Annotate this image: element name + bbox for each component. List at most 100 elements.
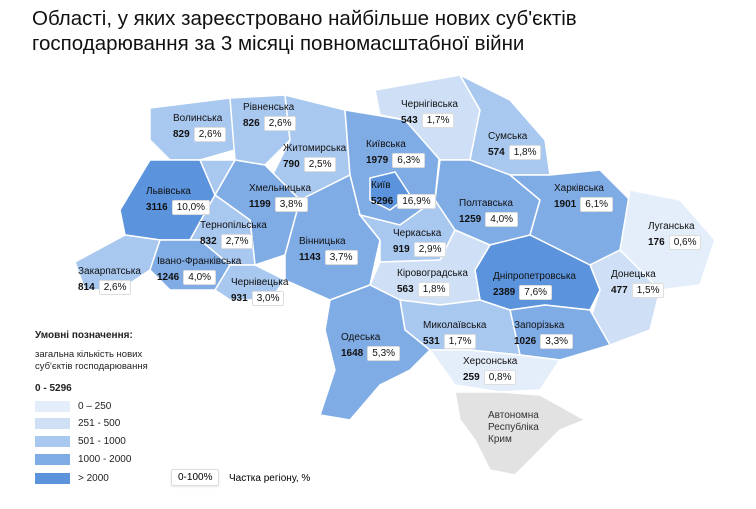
region-share: 5,3% — [367, 346, 401, 361]
legend-swatch-0 — [35, 401, 70, 412]
region-share: 7,6% — [519, 285, 553, 300]
legend: Умовні позначення: загальна кількість но… — [35, 330, 170, 394]
region-label: Донецька 477 1,5% — [611, 269, 665, 298]
region-name: Тернопільська — [200, 220, 267, 231]
region-name: Волинська — [173, 113, 223, 124]
region-name: Херсонська — [463, 356, 518, 367]
region-name: Житомирська — [283, 143, 347, 154]
region-share: 3,8% — [274, 197, 308, 212]
region-name: Закарпатська — [78, 266, 141, 277]
region-share: 1,8% — [508, 145, 542, 160]
region-value: 829 — [173, 129, 190, 140]
region-name: Івано-Франківська — [157, 256, 242, 267]
region-name: Черкаська — [393, 228, 442, 239]
region-label: Черкаська 919 2,9% — [393, 228, 447, 257]
region-value: 1199 — [249, 199, 271, 210]
region-label: Вінницька 1143 3,7% — [299, 236, 358, 265]
region-share: 0,8% — [483, 370, 517, 385]
legend-subtitle: загальна кількість нових суб'єктів госпо… — [35, 349, 148, 372]
legend-swatch-2 — [35, 436, 70, 447]
region-share: 2,7% — [220, 234, 254, 249]
region-label: Запорізька 1026 3,3% — [514, 320, 574, 349]
region-name: Львівська — [146, 186, 191, 197]
region-label: Львівська 3116 10,0% — [146, 186, 211, 215]
region-label: Київська 1979 6,3% — [366, 139, 426, 168]
region-share: 6,1% — [580, 197, 614, 212]
region-value: 826 — [243, 118, 260, 129]
region-name: Миколаївська — [423, 320, 487, 331]
region-share: 2,6% — [98, 280, 132, 295]
region-label: Луганська 176 0,6% — [648, 221, 702, 250]
region-value: 1648 — [341, 348, 364, 359]
legend-swatch-1 — [35, 418, 70, 429]
region-share: 3,0% — [251, 291, 285, 306]
region-name: Кіровоградська — [397, 268, 468, 279]
region-value: 832 — [200, 236, 217, 247]
region-share: 6,3% — [392, 153, 426, 168]
region-value: 1979 — [366, 155, 389, 166]
region-label: Полтавська 1259 4,0% — [459, 198, 519, 227]
region-value: 2389 — [493, 287, 516, 298]
region-share: 16,9% — [397, 194, 436, 209]
region-value: 1901 — [554, 199, 577, 210]
share-label: Частка регіону, % — [229, 473, 311, 484]
region-label: Чернігівська 543 1,7% — [401, 99, 458, 128]
region-rivnenska — [229, 94, 291, 166]
region-value: 1143 — [299, 252, 321, 263]
region-name: Сумська — [488, 131, 528, 142]
region-value: 563 — [397, 284, 414, 295]
region-share: 10,0% — [171, 200, 211, 215]
region-share: 0,6% — [668, 235, 702, 250]
region-label: Миколаївська 531 1,7% — [423, 320, 487, 349]
region-share: 2,5% — [303, 157, 337, 172]
region-name: Харківська — [554, 183, 604, 194]
region-share: 3,3% — [540, 334, 574, 349]
region-name: Хмельницька — [249, 183, 312, 194]
region-share: 1,7% — [421, 113, 455, 128]
region-label: Сумська 574 1,8% — [488, 131, 542, 160]
region-value: 5296 — [371, 196, 394, 207]
region-value: 259 — [463, 372, 480, 383]
legend-label-2: 501 - 1000 — [78, 436, 126, 447]
region-value: 814 — [78, 282, 95, 293]
region-value: 1259 — [459, 214, 482, 225]
region-label: Хмельницька 1199 3,8% — [249, 183, 311, 212]
region-value: 477 — [611, 285, 628, 296]
region-name: Полтавська — [459, 198, 513, 209]
region-label: Херсонська 259 0,8% — [463, 356, 517, 385]
region-value: 1026 — [514, 336, 537, 347]
region-label: Рівненська 826 2,6% — [243, 102, 297, 131]
region-value: 3116 — [146, 202, 168, 213]
region-name: Донецька — [611, 269, 656, 280]
region-share: 1,5% — [631, 283, 665, 298]
region-value: 790 — [283, 159, 300, 170]
legend-swatch-4 — [35, 473, 70, 484]
crimea-label: Автономна Республіка Крим — [488, 410, 539, 445]
region-share: 4,0% — [485, 212, 519, 227]
region-share: 3,7% — [324, 250, 358, 265]
region-value: 543 — [401, 115, 418, 126]
region-label: Закарпатська 814 2,6% — [78, 266, 141, 295]
region-name: Чернівецька — [231, 277, 289, 288]
region-label: Дніпропетровська 2389 7,6% — [493, 271, 576, 300]
region-label: Тернопільська 832 2,7% — [200, 220, 267, 249]
region-value: 931 — [231, 293, 248, 304]
legend-title: Умовні позначення: — [35, 330, 133, 341]
region-label: Харківська 1901 6,1% — [554, 183, 614, 212]
region-value: 919 — [393, 244, 410, 255]
region-name: Запорізька — [514, 320, 565, 331]
legend-range: 0 - 5296 — [35, 383, 72, 394]
region-share: 4,0% — [183, 270, 217, 285]
region-share: 1,7% — [443, 334, 477, 349]
region-name: Чернігівська — [401, 99, 458, 110]
region-label: Івано-Франківська 1246 4,0% — [157, 256, 241, 285]
region-name: Дніпропетровська — [493, 271, 576, 282]
region-value: 1246 — [157, 272, 180, 283]
legend-swatch-3 — [35, 454, 70, 465]
region-share: 2,6% — [193, 127, 227, 142]
region-name: Рівненська — [243, 102, 295, 113]
region-share: 2,6% — [263, 116, 297, 131]
region-label: Київ 5296 16,9% — [371, 180, 436, 209]
region-label: Чернівецька 931 3,0% — [231, 277, 288, 306]
